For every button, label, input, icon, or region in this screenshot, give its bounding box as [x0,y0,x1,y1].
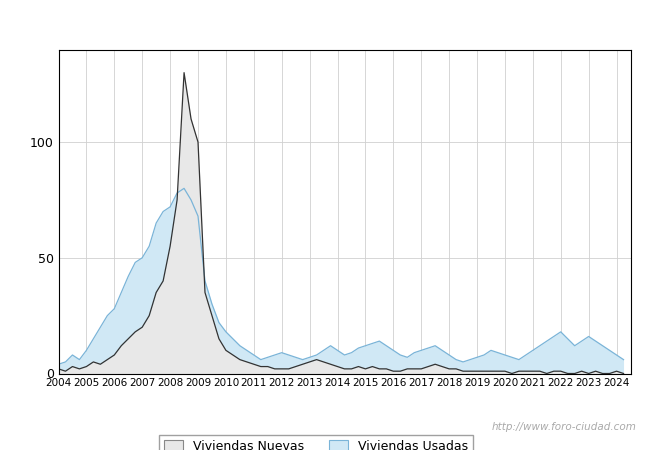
Text: Novés - Evolucion del Nº de Transacciones Inmobiliarias: Novés - Evolucion del Nº de Transaccione… [120,13,530,28]
Legend: Viviendas Nuevas, Viviendas Usadas: Viviendas Nuevas, Viviendas Usadas [159,435,473,450]
Text: http://www.foro-ciudad.com: http://www.foro-ciudad.com [492,422,637,432]
